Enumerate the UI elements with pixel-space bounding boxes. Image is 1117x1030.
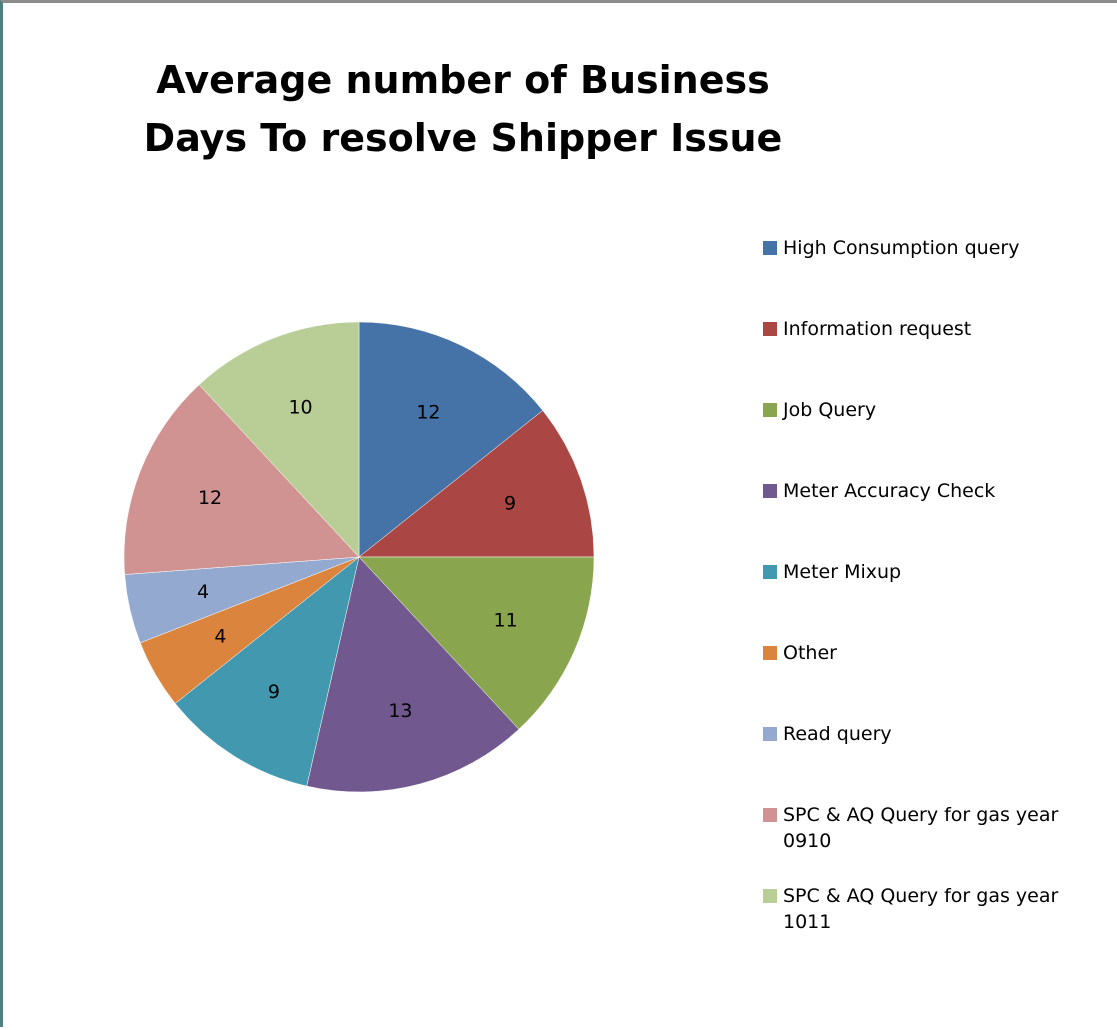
legend-label: Meter Mixup bbox=[783, 561, 902, 583]
pie-chart: 12 9 11 13 9 4 4 12 10 bbox=[123, 321, 595, 793]
legend-item-read-query: Read query bbox=[763, 721, 1103, 747]
legend-label: Job Query bbox=[783, 399, 877, 421]
legend-item-information-request: Information request bbox=[763, 316, 1103, 342]
legend-label: Meter Accuracy Check bbox=[783, 480, 996, 502]
legend-item-spc-and-aq-query-for-gas-year-0910: SPC & AQ Query for gas year 0910 bbox=[763, 802, 1103, 854]
legend-item-other: Other bbox=[763, 640, 1103, 666]
data-label-job-query: 11 bbox=[494, 609, 518, 631]
legend-swatch bbox=[763, 727, 777, 741]
legend-swatch bbox=[763, 241, 777, 255]
pie-slice-information-request bbox=[358, 410, 595, 558]
legend-label: SPC & AQ Query for gas year 0910 bbox=[783, 804, 1059, 852]
data-label-other: 4 bbox=[214, 626, 226, 648]
pie-slice-meter-mixup bbox=[174, 556, 360, 787]
data-label-read-query: 4 bbox=[197, 581, 209, 603]
legend-label: Information request bbox=[783, 318, 972, 340]
legend-item-meter-mixup: Meter Mixup bbox=[763, 559, 1103, 585]
data-label-meter-accuracy-check: 13 bbox=[388, 700, 412, 722]
legend-swatch bbox=[763, 403, 777, 417]
data-label-spc-and-aq-query-for-gas-year-1011: 10 bbox=[288, 397, 312, 419]
data-label-meter-mixup: 9 bbox=[268, 681, 280, 703]
legend-label: Read query bbox=[783, 723, 892, 745]
chart-title: Average number of Business Days To resol… bbox=[143, 58, 783, 160]
legend-item-high-consumption-query: High Consumption query bbox=[763, 235, 1103, 261]
legend-swatch bbox=[763, 646, 777, 660]
legend-swatch bbox=[763, 565, 777, 579]
data-label-information-request: 9 bbox=[504, 493, 516, 515]
legend-swatch bbox=[763, 889, 777, 903]
pie-slice-job-query bbox=[358, 556, 595, 730]
legend-item-job-query: Job Query bbox=[763, 397, 1103, 423]
legend-label: SPC & AQ Query for gas year 1011 bbox=[783, 885, 1059, 933]
legend-swatch bbox=[763, 484, 777, 498]
pie-slice-spc-and-aq-query-for-gas-year-0910 bbox=[123, 384, 360, 575]
legend-item-spc-and-aq-query-for-gas-year-1011: SPC & AQ Query for gas year 1011 bbox=[763, 883, 1103, 935]
pie-slice-meter-accuracy-check bbox=[306, 556, 520, 793]
legend-item-meter-accuracy-check: Meter Accuracy Check bbox=[763, 478, 1103, 504]
legend-label: High Consumption query bbox=[783, 237, 1020, 259]
legend-swatch bbox=[763, 808, 777, 822]
data-label-high-consumption-query: 12 bbox=[416, 401, 440, 423]
legend-swatch bbox=[763, 322, 777, 336]
data-label-spc-and-aq-query-for-gas-year-0910: 12 bbox=[198, 487, 222, 509]
pie-slice-high-consumption-query bbox=[358, 321, 544, 558]
pie-slice-spc-and-aq-query-for-gas-year-1011 bbox=[198, 321, 360, 558]
legend-label: Other bbox=[783, 642, 837, 664]
